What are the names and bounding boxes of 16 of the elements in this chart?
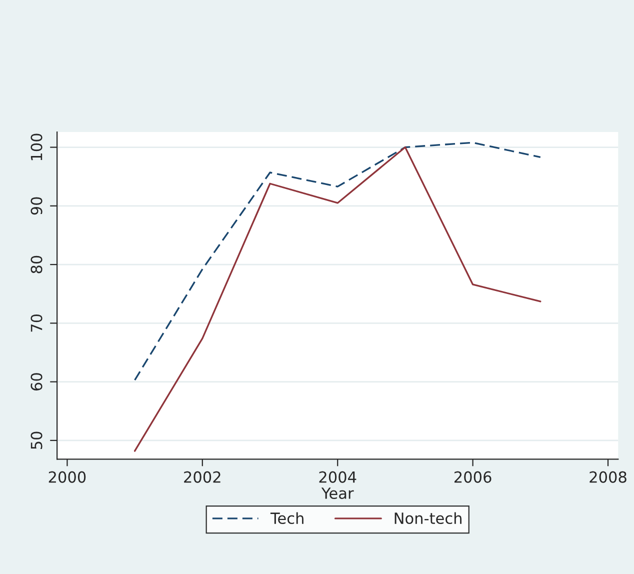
y-tick-label: 50 [30, 432, 42, 449]
y-tick-label: 80 [30, 256, 42, 274]
y-tick-label: 100 [30, 134, 42, 160]
legend-label: Tech [270, 512, 304, 524]
line-series [134, 142, 542, 381]
line-series [134, 146, 542, 452]
x-tick-label: 2000 [48, 471, 86, 483]
y-tick-label: 60 [30, 373, 42, 390]
x-tick-label: 2004 [319, 471, 356, 483]
x-tick-label: 2002 [184, 471, 220, 483]
x-tick-label: 2008 [590, 471, 626, 483]
x-axis-title: Year [321, 488, 354, 500]
y-tick-label: 70 [30, 314, 42, 332]
x-tick-label: 2006 [454, 471, 492, 483]
legend-label: Non-tech [394, 512, 462, 524]
y-tick-label: 90 [30, 197, 42, 215]
